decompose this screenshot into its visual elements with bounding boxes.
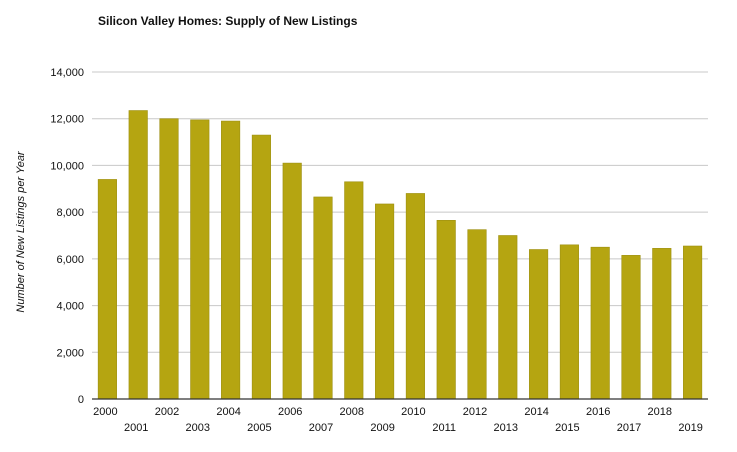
y-axis-title: Number of New Listings per Year — [15, 150, 27, 313]
bar — [221, 120, 241, 400]
chart-title: Silicon Valley Homes: Supply of New List… — [98, 14, 358, 28]
y-tick-label: 8,000 — [56, 207, 84, 219]
x-tick-label: 2013 — [494, 422, 518, 434]
y-tick-label: 0 — [78, 394, 84, 406]
x-tick-label: 2006 — [278, 406, 302, 418]
x-tick-label: 2018 — [648, 406, 672, 418]
bar — [590, 246, 610, 400]
x-tick-label: 2011 — [432, 422, 456, 434]
x-tick-label: 2002 — [155, 406, 179, 418]
bar — [467, 229, 487, 400]
bar — [559, 244, 579, 400]
y-tick-label: 10,000 — [50, 160, 84, 172]
x-tick-label: 2016 — [586, 406, 610, 418]
x-tick-label: 2010 — [401, 406, 425, 418]
x-tick-label: 2015 — [555, 422, 579, 434]
bar — [683, 245, 703, 400]
bar — [190, 119, 210, 400]
bar — [529, 249, 549, 400]
y-tick-label: 6,000 — [56, 254, 84, 266]
x-tick-label: 2009 — [370, 422, 394, 434]
bar — [436, 220, 456, 400]
x-tick-label: 2012 — [463, 406, 487, 418]
x-tick-label: 2017 — [617, 422, 641, 434]
x-tick-label: 2003 — [186, 422, 210, 434]
y-tick-label: 2,000 — [56, 347, 84, 359]
bar — [313, 196, 333, 400]
x-tick-label: 2019 — [678, 422, 702, 434]
gridlines — [92, 71, 708, 353]
x-tick-label: 2014 — [524, 406, 548, 418]
axes: 0 2,000 4,000 6,000 8,000 10,000 12,000 14,000 2… — [50, 67, 708, 434]
y-tick-label: 12,000 — [50, 114, 84, 126]
bar — [97, 179, 117, 400]
bar — [375, 203, 395, 400]
x-tick-label: 2000 — [93, 406, 117, 418]
x-tick-label: 2008 — [340, 406, 364, 418]
bar — [652, 248, 672, 400]
x-tick-label: 2005 — [247, 422, 271, 434]
bar — [282, 162, 302, 400]
x-tick-label: 2004 — [216, 406, 240, 418]
y-tick-label: 14,000 — [50, 67, 84, 79]
bars — [97, 110, 703, 400]
bar — [498, 235, 518, 400]
bar — [159, 118, 179, 400]
bar — [621, 255, 641, 400]
x-tick-label: 2007 — [309, 422, 333, 434]
bar — [405, 193, 425, 400]
y-tick-label: 4,000 — [56, 301, 84, 313]
bar — [344, 181, 364, 400]
bar — [128, 110, 148, 400]
x-tick-label: 2001 — [124, 422, 148, 434]
bar — [251, 134, 271, 400]
